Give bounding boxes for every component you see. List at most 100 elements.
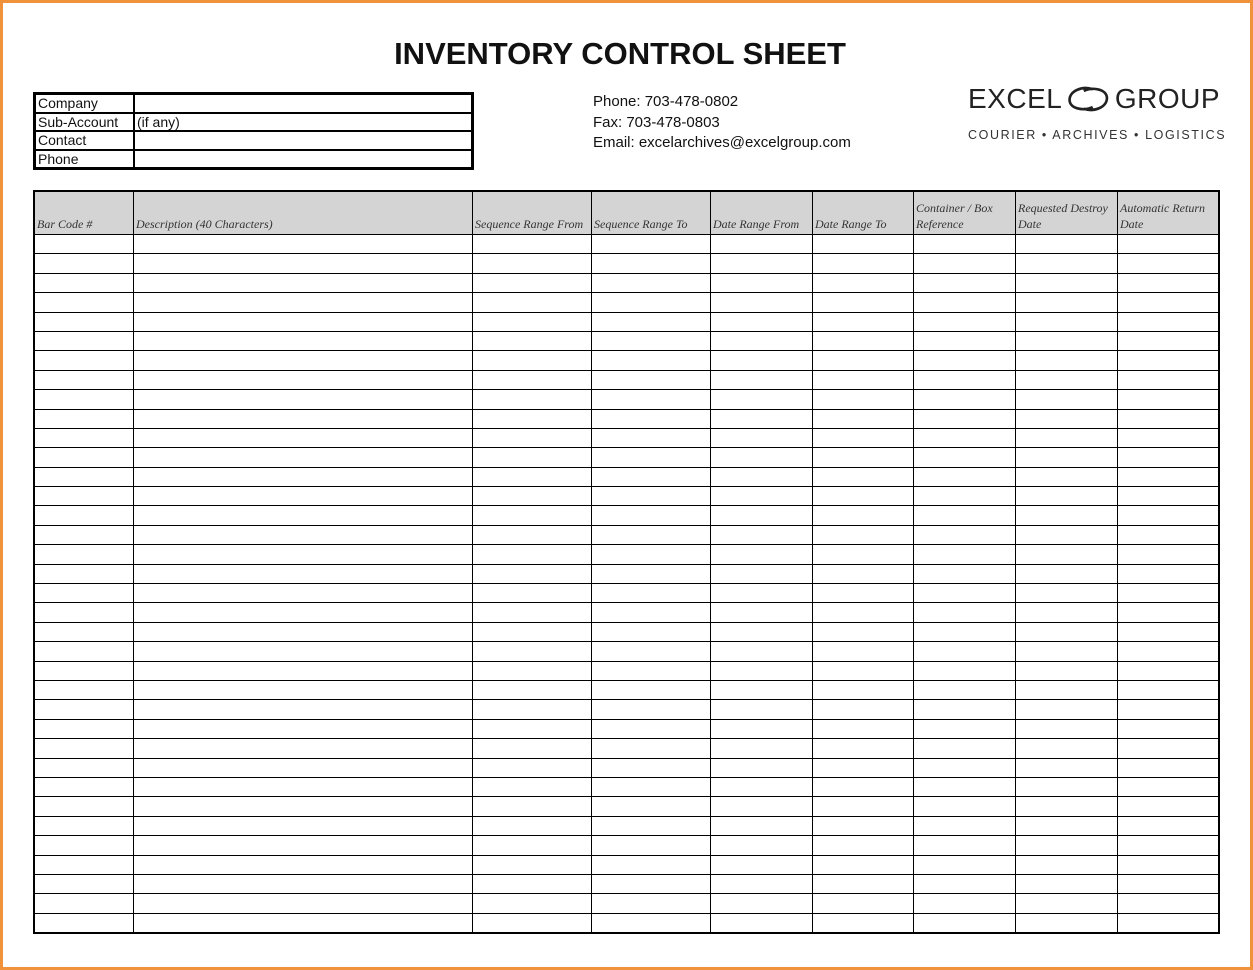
table-cell[interactable] [812, 350, 914, 371]
table-cell[interactable] [472, 660, 592, 681]
table-cell[interactable] [33, 796, 134, 817]
table-cell[interactable] [1117, 621, 1220, 643]
table-cell[interactable] [1117, 738, 1220, 759]
table-cell[interactable] [33, 912, 134, 934]
table-cell[interactable] [472, 427, 592, 449]
table-cell[interactable] [710, 757, 813, 778]
table-cell[interactable] [133, 272, 473, 294]
table-cell[interactable] [812, 330, 914, 352]
table-cell[interactable] [710, 912, 813, 934]
table-cell[interactable] [1015, 757, 1118, 778]
table-cell[interactable] [591, 389, 711, 410]
table-cell[interactable] [710, 699, 813, 720]
table-cell[interactable] [1015, 427, 1118, 449]
table-cell[interactable] [710, 835, 813, 856]
table-cell[interactable] [472, 272, 592, 294]
table-cell[interactable] [812, 233, 914, 255]
table-cell[interactable] [710, 253, 813, 274]
table-cell[interactable] [913, 757, 1016, 778]
table-cell[interactable] [812, 815, 914, 837]
table-cell[interactable] [1015, 330, 1118, 352]
table-cell[interactable] [591, 369, 711, 391]
table-cell[interactable] [133, 350, 473, 371]
table-cell[interactable] [472, 738, 592, 759]
table-cell[interactable] [913, 272, 1016, 294]
table-cell[interactable] [710, 389, 813, 410]
table-cell[interactable] [591, 272, 711, 294]
table-cell[interactable] [591, 893, 711, 914]
table-cell[interactable] [133, 583, 473, 604]
table-cell[interactable] [1015, 583, 1118, 604]
table-cell[interactable] [472, 563, 592, 585]
table-cell[interactable] [33, 893, 134, 914]
table-cell[interactable] [913, 718, 1016, 740]
table-cell[interactable] [913, 350, 1016, 371]
table-cell[interactable] [1015, 815, 1118, 837]
table-cell[interactable] [591, 738, 711, 759]
table-cell[interactable] [591, 873, 711, 895]
table-cell[interactable] [1117, 641, 1220, 662]
table-cell[interactable] [1015, 796, 1118, 817]
table-cell[interactable] [710, 873, 813, 895]
table-cell[interactable] [472, 311, 592, 332]
table-cell[interactable] [913, 893, 1016, 914]
table-cell[interactable] [913, 311, 1016, 332]
table-cell[interactable] [591, 641, 711, 662]
table-cell[interactable] [812, 427, 914, 449]
table-cell[interactable] [710, 621, 813, 643]
table-cell[interactable] [133, 292, 473, 313]
table-cell[interactable] [710, 272, 813, 294]
table-cell[interactable] [812, 447, 914, 468]
table-cell[interactable] [133, 447, 473, 468]
table-cell[interactable] [1015, 524, 1118, 546]
table-cell[interactable] [472, 486, 592, 507]
table-cell[interactable] [1117, 835, 1220, 856]
table-cell[interactable] [913, 563, 1016, 585]
info-value-field[interactable]: (if any) [133, 111, 474, 132]
table-cell[interactable] [1015, 718, 1118, 740]
table-cell[interactable] [1015, 544, 1118, 565]
table-cell[interactable] [710, 369, 813, 391]
table-cell[interactable] [1117, 602, 1220, 623]
table-cell[interactable] [33, 815, 134, 837]
table-cell[interactable] [913, 815, 1016, 837]
table-cell[interactable] [33, 835, 134, 856]
table-cell[interactable] [913, 854, 1016, 875]
table-cell[interactable] [133, 233, 473, 255]
table-cell[interactable] [472, 679, 592, 701]
table-cell[interactable] [1015, 660, 1118, 681]
table-cell[interactable] [33, 679, 134, 701]
table-cell[interactable] [913, 679, 1016, 701]
table-cell[interactable] [591, 660, 711, 681]
table-cell[interactable] [133, 311, 473, 332]
table-cell[interactable] [591, 350, 711, 371]
table-cell[interactable] [1117, 718, 1220, 740]
table-cell[interactable] [591, 835, 711, 856]
table-cell[interactable] [591, 544, 711, 565]
table-cell[interactable] [1117, 912, 1220, 934]
table-cell[interactable] [591, 718, 711, 740]
info-value-field[interactable] [133, 148, 474, 170]
table-cell[interactable] [812, 272, 914, 294]
table-cell[interactable] [591, 776, 711, 798]
table-cell[interactable] [591, 679, 711, 701]
table-cell[interactable] [710, 776, 813, 798]
table-cell[interactable] [710, 796, 813, 817]
table-cell[interactable] [1117, 660, 1220, 681]
table-cell[interactable] [1117, 583, 1220, 604]
table-cell[interactable] [913, 369, 1016, 391]
table-cell[interactable] [1117, 253, 1220, 274]
table-cell[interactable] [591, 447, 711, 468]
table-cell[interactable] [133, 563, 473, 585]
table-cell[interactable] [133, 718, 473, 740]
table-cell[interactable] [1117, 350, 1220, 371]
table-cell[interactable] [913, 330, 1016, 352]
table-cell[interactable] [710, 524, 813, 546]
table-cell[interactable] [812, 699, 914, 720]
table-cell[interactable] [1015, 893, 1118, 914]
table-cell[interactable] [1015, 738, 1118, 759]
table-cell[interactable] [913, 427, 1016, 449]
table-cell[interactable] [812, 854, 914, 875]
table-cell[interactable] [913, 292, 1016, 313]
table-cell[interactable] [33, 408, 134, 429]
